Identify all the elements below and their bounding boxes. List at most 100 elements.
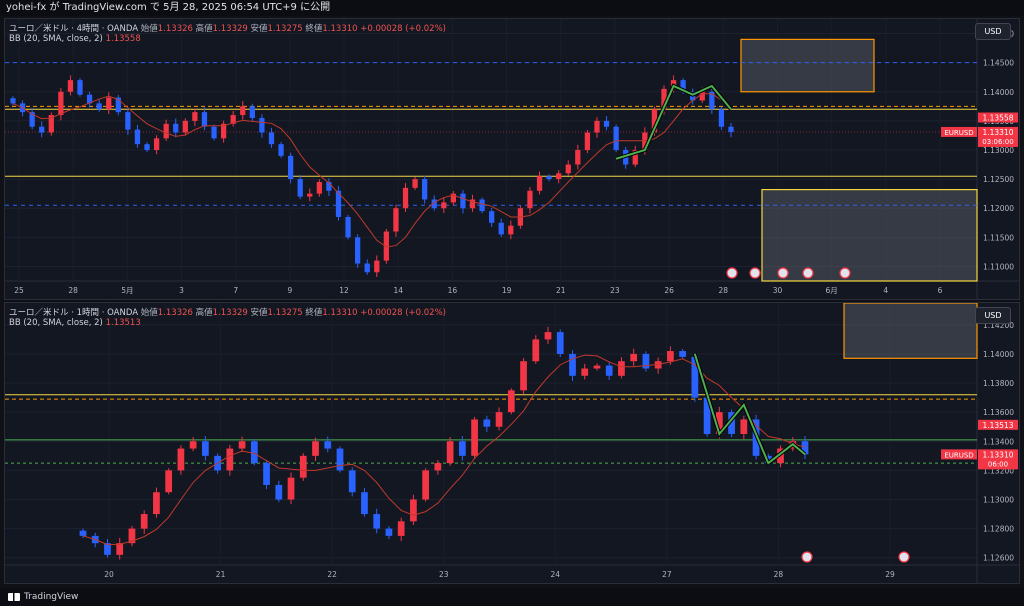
x-tick-label: 26	[664, 286, 674, 295]
x-tick-label: 28	[68, 286, 78, 295]
candle-body	[680, 80, 686, 92]
candle-body	[134, 129, 141, 145]
candle-body	[249, 106, 255, 118]
candle-body	[458, 441, 466, 456]
candle-body	[86, 94, 93, 104]
candle-body	[483, 419, 491, 427]
chart-canvas-1h[interactable]: 1.14200 1.14000 1.13800 1.13600 1.13400 1.132…	[5, 303, 1019, 583]
candle-body	[479, 199, 485, 212]
candle-body	[630, 353, 638, 362]
candle-body	[177, 448, 185, 471]
brand-name: TradingView	[24, 592, 79, 602]
x-tick-label: 4	[883, 286, 888, 295]
candle-body	[211, 126, 217, 139]
candle-body	[489, 211, 495, 223]
chart-pane-1h[interactable]: 1.14200 1.14000 1.13800 1.13600 1.13400 1.132…	[4, 302, 1020, 584]
candle-body	[402, 187, 409, 209]
candle-body	[728, 126, 734, 132]
candle-body	[410, 499, 417, 522]
candle-body	[287, 477, 295, 500]
x-tick-label: 21	[556, 286, 566, 295]
candle-body	[115, 97, 121, 113]
candle-body	[278, 144, 284, 156]
candle-body	[450, 193, 457, 203]
candle-body	[532, 339, 540, 362]
candle-body	[173, 123, 179, 133]
candle-body	[48, 115, 54, 133]
chart-pane-4h[interactable]: 1.150001.145001.140001.135001.130001.125…	[4, 18, 1020, 300]
candle-body	[740, 419, 748, 434]
candle-body	[355, 237, 361, 264]
x-tick-label: 28	[774, 570, 784, 579]
candle-body	[691, 356, 699, 398]
candle-body	[125, 112, 131, 130]
x-tick-label: 9	[287, 286, 292, 295]
x-tick-label: 7	[233, 286, 238, 295]
candle-body	[299, 455, 307, 478]
x-tick-label: 25	[14, 286, 24, 295]
candle-body	[544, 332, 552, 340]
candle-body	[446, 441, 454, 464]
bollinger-basis-line	[82, 354, 806, 546]
currency-button-1h[interactable]: USD	[975, 307, 1011, 324]
economic-event-icon	[749, 267, 761, 279]
candle-body	[104, 543, 111, 555]
candle-body	[412, 179, 418, 188]
candle-body	[259, 117, 265, 133]
y-tick-label: 1.12600	[983, 554, 1014, 563]
candle-body	[536, 176, 543, 191]
legend-indicator-4h[interactable]: BB (20, SMA, close, 2) 1.13558	[9, 34, 141, 44]
price-tag-bg	[978, 419, 1018, 430]
economic-event-icon	[802, 267, 814, 279]
candle-body	[715, 412, 723, 434]
candle-body	[345, 216, 351, 238]
candle-body	[618, 361, 625, 376]
economic-event-icon	[726, 267, 738, 279]
supply-demand-zone	[761, 188, 978, 282]
candle-body	[96, 103, 102, 110]
y-tick-label: 1.12800	[983, 525, 1014, 534]
candle-body	[507, 390, 515, 413]
legend-title: ユーロ／米ドル · 1時間 · OANDA	[9, 308, 139, 318]
candle-body	[128, 528, 136, 544]
candle-body	[527, 190, 533, 209]
x-tick-label: 6	[938, 286, 943, 295]
candle-body	[546, 176, 552, 180]
candle-body	[651, 109, 658, 133]
economic-event-icon	[801, 551, 813, 563]
candle-body	[441, 202, 447, 209]
candle-body	[189, 441, 197, 449]
price-tag-countdown: 06:00	[988, 460, 1008, 468]
x-tick-label: 5月	[121, 286, 133, 295]
price-tag-bg	[978, 126, 1018, 147]
candle-body	[250, 441, 258, 464]
candle-body	[220, 123, 227, 139]
economic-event-icon	[839, 267, 851, 279]
x-tick-label: 21	[216, 570, 226, 579]
price-tag-bg	[978, 112, 1018, 123]
candle-body	[226, 448, 234, 471]
candle-body	[79, 530, 87, 536]
candle-body	[703, 397, 711, 434]
candle-body	[39, 126, 45, 133]
candle-body	[77, 80, 83, 95]
symbol-tag-bg	[941, 449, 977, 460]
currency-button-4h[interactable]: USD	[975, 23, 1011, 40]
x-tick-label: 27	[662, 570, 672, 579]
y-tick-label: 1.13200	[983, 466, 1014, 475]
candle-body	[605, 365, 613, 376]
bollinger-basis-line	[12, 93, 732, 248]
candle-body	[275, 484, 283, 500]
legend-ohlc-1h: ユーロ／米ドル · 1時間 · OANDA 始値1.13326 高値1.1332…	[9, 308, 446, 318]
legend-indicator-1h[interactable]: BB (20, SMA, close, 2) 1.13513	[9, 318, 141, 328]
candle-body	[153, 138, 160, 150]
y-tick-label: 1.13000	[983, 146, 1014, 155]
candle-body	[393, 208, 399, 232]
price-tag-bg	[978, 449, 1018, 470]
x-tick-label: 16	[448, 286, 458, 295]
pattern-line	[693, 353, 806, 465]
candle-body	[67, 80, 74, 92]
chart-canvas-4h[interactable]: 1.150001.145001.140001.135001.130001.125…	[5, 19, 1019, 299]
candle-body	[287, 155, 294, 180]
candle-body	[58, 91, 64, 116]
